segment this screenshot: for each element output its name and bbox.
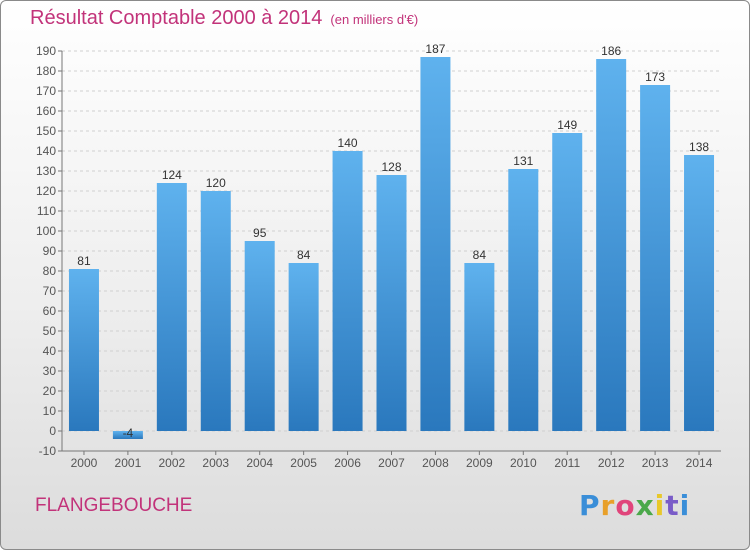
y-tick-label: 80: [43, 264, 57, 278]
y-tick-label: 180: [36, 64, 56, 78]
y-tick-label: 110: [37, 204, 56, 218]
logo-letter: x: [635, 489, 655, 522]
x-tick-label-2000: 2000: [71, 456, 98, 470]
x-tick-label-2007: 2007: [378, 456, 405, 470]
data-label-2008: 187: [425, 42, 445, 56]
y-tick-label: 130: [36, 164, 56, 178]
bar-2000: [68, 269, 99, 431]
logo-letter: r: [600, 489, 616, 522]
y-tick-label: 90: [43, 244, 57, 258]
data-label-2011: 149: [557, 118, 577, 132]
bar-2001: [112, 431, 143, 439]
y-tick-label: 60: [43, 304, 57, 318]
y-tick-label: -10: [39, 444, 57, 458]
data-label-2014: 138: [689, 140, 709, 154]
data-label-2001: -4: [123, 426, 134, 440]
y-tick-label: 50: [43, 324, 57, 338]
bar-2014: [684, 155, 715, 431]
data-label-2009: 84: [473, 248, 487, 262]
x-tick-label-2009: 2009: [466, 456, 493, 470]
data-label-2010: 131: [513, 154, 533, 168]
proxiti-logo: Proxiti: [579, 489, 690, 522]
y-tick-label: 30: [43, 364, 57, 378]
bar-2007: [376, 175, 407, 431]
x-tick-label-2006: 2006: [334, 456, 361, 470]
x-tick-label-2014: 2014: [686, 456, 713, 470]
chart-title: Résultat Comptable 2000 à 2014 (en millie…: [30, 7, 418, 30]
place-name: FLANGEBOUCHE: [35, 495, 193, 516]
y-tick-label: 150: [36, 124, 56, 138]
x-tick-label-2012: 2012: [598, 456, 625, 470]
y-tick-label: 120: [36, 184, 56, 198]
data-label-2005: 84: [297, 248, 311, 262]
x-tick-label-2001: 2001: [115, 456, 142, 470]
chart-subtitle: (en milliers d'€): [330, 12, 419, 27]
bar-2010: [508, 169, 539, 431]
bar-2008: [420, 57, 451, 431]
logo-letter: t: [665, 489, 680, 522]
data-label-2012: 186: [601, 44, 621, 58]
y-tick-label: 0: [49, 424, 56, 438]
logo-letter: i: [654, 489, 666, 522]
bar-2006: [332, 151, 363, 431]
y-tick-label: 10: [43, 404, 57, 418]
x-tick-label-2010: 2010: [510, 456, 537, 470]
data-label-2004: 95: [253, 226, 267, 240]
y-tick-label: 140: [36, 144, 56, 158]
y-tick-label: 20: [43, 384, 57, 398]
bar-2002: [156, 183, 187, 431]
x-tick-label-2005: 2005: [290, 456, 317, 470]
y-tick-label: 170: [36, 84, 56, 98]
x-tick-label-2013: 2013: [642, 456, 669, 470]
chart-title-text: Résultat Comptable 2000 à 2014: [30, 7, 323, 29]
data-label-2006: 140: [338, 136, 358, 150]
x-tick-label-2008: 2008: [422, 456, 449, 470]
bar-2004: [244, 241, 275, 431]
data-label-2000: 81: [77, 254, 91, 268]
data-label-2007: 128: [381, 160, 401, 174]
x-tick-label-2004: 2004: [246, 456, 273, 470]
y-tick-label: 40: [43, 344, 57, 358]
x-tick-label-2011: 2011: [554, 456, 580, 470]
y-tick-label: 160: [36, 104, 56, 118]
bar-2011: [552, 133, 583, 431]
bar-2005: [288, 263, 319, 431]
logo-letter: o: [615, 489, 636, 522]
x-tick-label-2002: 2002: [158, 456, 185, 470]
bar-2009: [464, 263, 495, 431]
logo-letter: i: [679, 489, 691, 522]
bar-2012: [596, 59, 627, 431]
y-tick-label: 70: [43, 284, 57, 298]
y-tick-label: 100: [36, 224, 56, 238]
logo-letter: P: [579, 489, 601, 522]
bar-2003: [200, 191, 231, 431]
x-tick-label-2003: 2003: [202, 456, 229, 470]
bar-2013: [640, 85, 671, 431]
data-label-2002: 124: [162, 168, 182, 182]
data-label-2003: 120: [206, 176, 226, 190]
y-tick-label: 190: [36, 44, 56, 58]
data-label-2013: 173: [645, 70, 665, 84]
